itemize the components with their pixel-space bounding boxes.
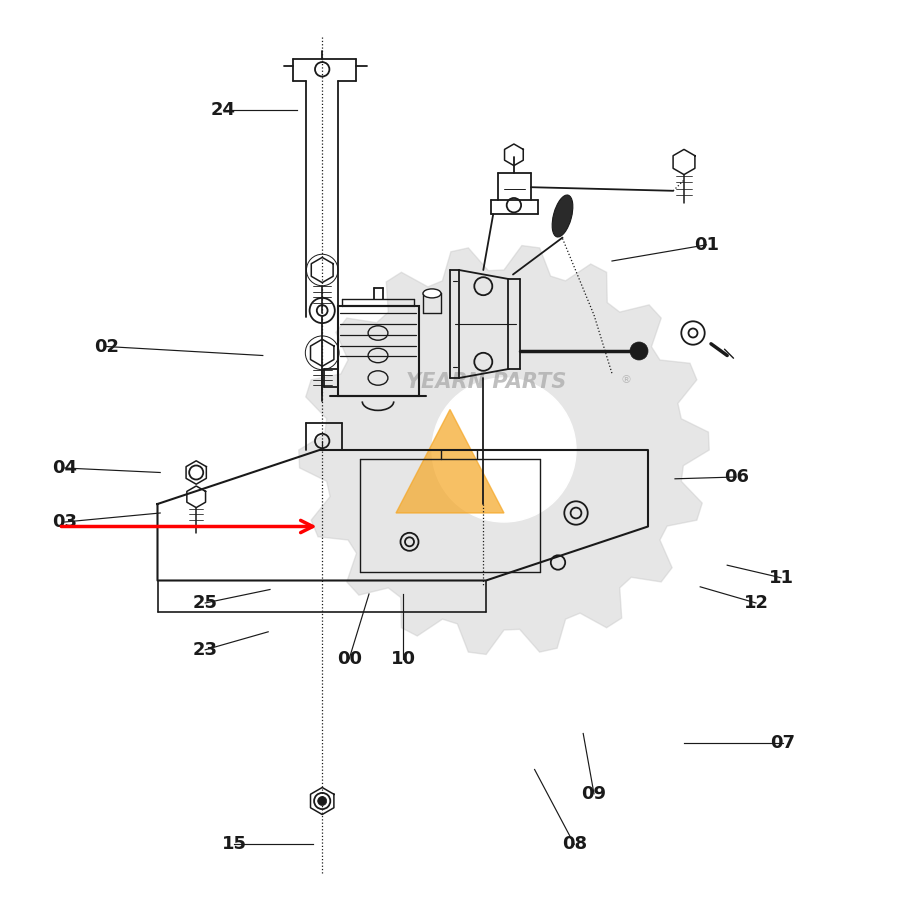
Text: 04: 04 [52, 459, 77, 477]
Text: 23: 23 [193, 641, 218, 659]
Text: 08: 08 [562, 835, 587, 853]
Ellipse shape [553, 195, 572, 237]
Text: 25: 25 [193, 594, 218, 612]
Polygon shape [299, 246, 709, 654]
Text: 02: 02 [94, 338, 119, 356]
Circle shape [432, 378, 576, 522]
Text: 07: 07 [770, 734, 796, 752]
Circle shape [630, 342, 648, 360]
Text: 09: 09 [581, 785, 607, 803]
Text: 06: 06 [724, 468, 749, 486]
Text: 12: 12 [743, 594, 769, 612]
Text: ®: ® [620, 374, 631, 385]
Polygon shape [396, 410, 504, 513]
Text: 15: 15 [221, 835, 247, 853]
Bar [338, 306, 418, 396]
Text: 11: 11 [769, 569, 794, 587]
Circle shape [318, 796, 327, 806]
Text: 00: 00 [337, 650, 362, 668]
Text: YEARN PARTS: YEARN PARTS [406, 373, 566, 392]
Ellipse shape [423, 289, 441, 298]
Text: 01: 01 [694, 236, 719, 254]
Text: 03: 03 [52, 513, 77, 531]
Text: 24: 24 [211, 101, 236, 119]
Text: 10: 10 [391, 650, 416, 668]
